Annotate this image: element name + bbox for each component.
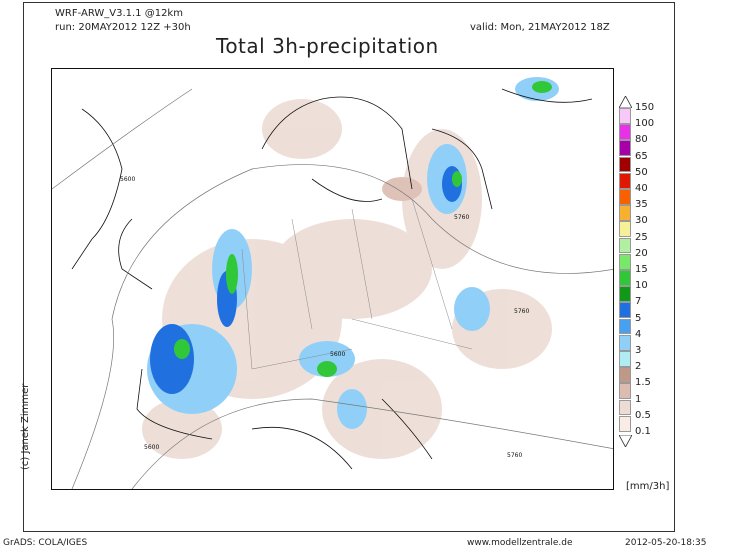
colorbar-label: 40 [635, 183, 648, 194]
colorbar-label: 2 [635, 361, 642, 373]
colorbar-segment [619, 221, 631, 238]
run-label: run: 20MAY2012 12Z +30h [55, 22, 191, 33]
colorbar-segment [619, 237, 631, 254]
colorbar-label: 20 [635, 247, 648, 259]
borders [241, 198, 473, 370]
colorbar-label: 100 [635, 118, 655, 130]
colorbar-label: 25 [635, 231, 648, 243]
contour-label: 5760 [514, 308, 529, 315]
coastlines [71, 88, 593, 470]
colorbar-label: 65 [635, 150, 648, 162]
colorbar-label: 10 [635, 280, 648, 292]
colorbar-segment [619, 124, 631, 140]
footer-software: GrADS: COLA/IGES [3, 538, 88, 548]
colorbar-segment [619, 399, 631, 416]
colorbar-segment [619, 334, 631, 351]
colorbar-segment [619, 383, 631, 400]
colorbar-segment [619, 351, 631, 367]
contour-label: 5760 [454, 214, 469, 221]
chart-title: Total 3h-precipitation [216, 34, 439, 58]
contour-label: 5600 [144, 444, 159, 451]
colorbar-label: 50 [635, 166, 648, 178]
footer-timestamp: 2012-05-20-18:35 [625, 538, 707, 548]
unit-label: [mm/3h] [626, 481, 670, 492]
geopotential-contours [52, 88, 613, 489]
colorbar-segment [619, 140, 631, 157]
plot-frame [23, 2, 675, 532]
colorbar-label: 35 [635, 199, 648, 211]
colorbar-segment [619, 302, 631, 319]
colorbar-segment [619, 156, 631, 173]
colorbar-segment [619, 415, 631, 432]
contour-label: 5600 [120, 176, 135, 183]
contour-label: 5600 [330, 351, 345, 358]
map-svg: 5600 5760 5760 5600 5600 5760 [52, 77, 613, 489]
colorbar-segment [619, 286, 631, 302]
intense-precip-areas [174, 81, 552, 377]
precipitation-map: 5600 5760 5760 5600 5600 5760 [51, 68, 614, 490]
colorbar-label: 30 [635, 215, 648, 227]
colorbar-segment [619, 108, 631, 124]
colorbar-label: 1.5 [635, 377, 651, 389]
colorbar-label: 7 [635, 296, 642, 308]
colorbar-top-arrow [619, 96, 632, 108]
colorbar-label: 0.1 [635, 426, 651, 437]
colorbar-label: 5 [635, 312, 642, 324]
colorbar-segment [619, 318, 631, 335]
colorbar-segment [619, 270, 631, 286]
colorbar-label: 80 [635, 134, 648, 146]
colorbar-bottom-arrow [619, 435, 632, 447]
colorbar-label: 15 [635, 264, 648, 275]
colorbar-label: 150 [635, 102, 655, 113]
footer-website: www.modellzentrale.de [467, 538, 573, 548]
contour-label: 5760 [507, 452, 522, 459]
colorbar-segment [619, 367, 631, 383]
colorbar-label: 4 [635, 328, 642, 340]
model-label: WRF-ARW_V3.1.1 @12km [55, 8, 183, 19]
colorbar-segment [619, 172, 631, 189]
colorbar-label: 0.5 [635, 409, 651, 421]
colorbar-segment [619, 205, 631, 221]
colorbar-label: 1 [635, 393, 642, 405]
colorbar-label: 3 [635, 345, 642, 356]
colorbar-segment [619, 253, 631, 270]
colorbar-segment [619, 189, 631, 205]
valid-label: valid: Mon, 21MAY2012 18Z [470, 22, 610, 33]
colorbar: 150 100 80 65 50 40 35 30 25 20 15 10 7 5 4 3 2 1.5 1 0.5 0.… [617, 96, 677, 447]
credit-label: (c) Janek Zimmer [20, 383, 31, 470]
